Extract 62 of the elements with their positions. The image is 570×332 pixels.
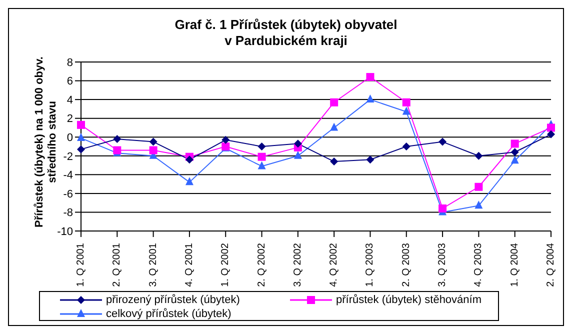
point: [113, 134, 122, 143]
point: [474, 152, 483, 160]
point: [474, 182, 483, 191]
x-tick-label: 3. Q 2003: [437, 242, 448, 287]
x-tick-label: 1. Q 2004: [509, 242, 520, 287]
x-tick-label: 3. Q 2001: [148, 242, 159, 287]
y-tick-label: -6: [63, 188, 73, 200]
x-tick-label: 4. Q 2002: [328, 242, 340, 287]
point: [149, 146, 158, 154]
y-tick-label: -10: [57, 226, 73, 238]
point: [402, 106, 410, 115]
chart-title: Graf č. 1 Přírůstek (úbytek) obyvatel v Pardubickém kraji: [174, 17, 398, 49]
point: [330, 158, 338, 166]
point: [402, 142, 410, 150]
point: [222, 136, 230, 144]
point: [330, 98, 338, 106]
point: [438, 204, 447, 212]
y-tick-label: 6: [66, 76, 73, 88]
point: [77, 133, 85, 142]
point: [185, 156, 194, 164]
point: [474, 200, 483, 209]
x-tick-label: 1. Q 2002: [220, 242, 232, 287]
point: [366, 94, 374, 103]
x-tick-label: 1. Q 2003: [364, 242, 376, 287]
point: [547, 130, 555, 138]
y-tick-label: -4: [63, 170, 73, 182]
point: [149, 138, 158, 146]
point: [258, 142, 266, 150]
point: [402, 98, 410, 106]
point: [294, 140, 302, 148]
point: [438, 138, 447, 146]
y-tick-label: 4: [66, 94, 73, 106]
legend-label: přírůstek (úbytek) stěhováním: [335, 293, 483, 307]
y-tick-label: -2: [63, 150, 73, 163]
y-tick-label: 0: [66, 132, 73, 144]
legend-label: celkový přírůstek (úbytek): [105, 307, 232, 321]
point: [330, 122, 338, 131]
y-tick-label: -8: [63, 207, 73, 220]
y-axis-title: Přírůstek (úbytek) na 1 000 obyv. středního stavu: [33, 56, 58, 228]
point: [258, 161, 266, 170]
point: [366, 156, 374, 164]
point: [294, 150, 302, 159]
point: [510, 140, 519, 148]
point: [510, 156, 519, 164]
x-tick-label: 1. Q 2001: [76, 242, 86, 287]
x-tick-label: 2. Q 2001: [112, 242, 123, 287]
y-tick-label: 8: [66, 56, 73, 69]
point: [258, 152, 266, 161]
x-tick-label: 3. Q 2002: [292, 242, 304, 287]
x-tick-label: 2. Q 2002: [256, 242, 268, 287]
x-tick-label: 4. Q 2003: [473, 242, 484, 287]
y-tick-label: 2: [66, 113, 73, 126]
point: [547, 124, 555, 132]
point: [77, 145, 85, 154]
point: [185, 177, 194, 186]
x-tick-label: 2. Q 2004: [546, 242, 556, 287]
point: [77, 120, 85, 129]
legend-label: přirozený přírůstek (úbytek): [105, 293, 241, 307]
x-tick-label: 4. Q 2001: [184, 242, 195, 287]
x-tick-label: 2. Q 2003: [400, 242, 412, 287]
point: [366, 73, 374, 82]
point: [510, 148, 519, 156]
